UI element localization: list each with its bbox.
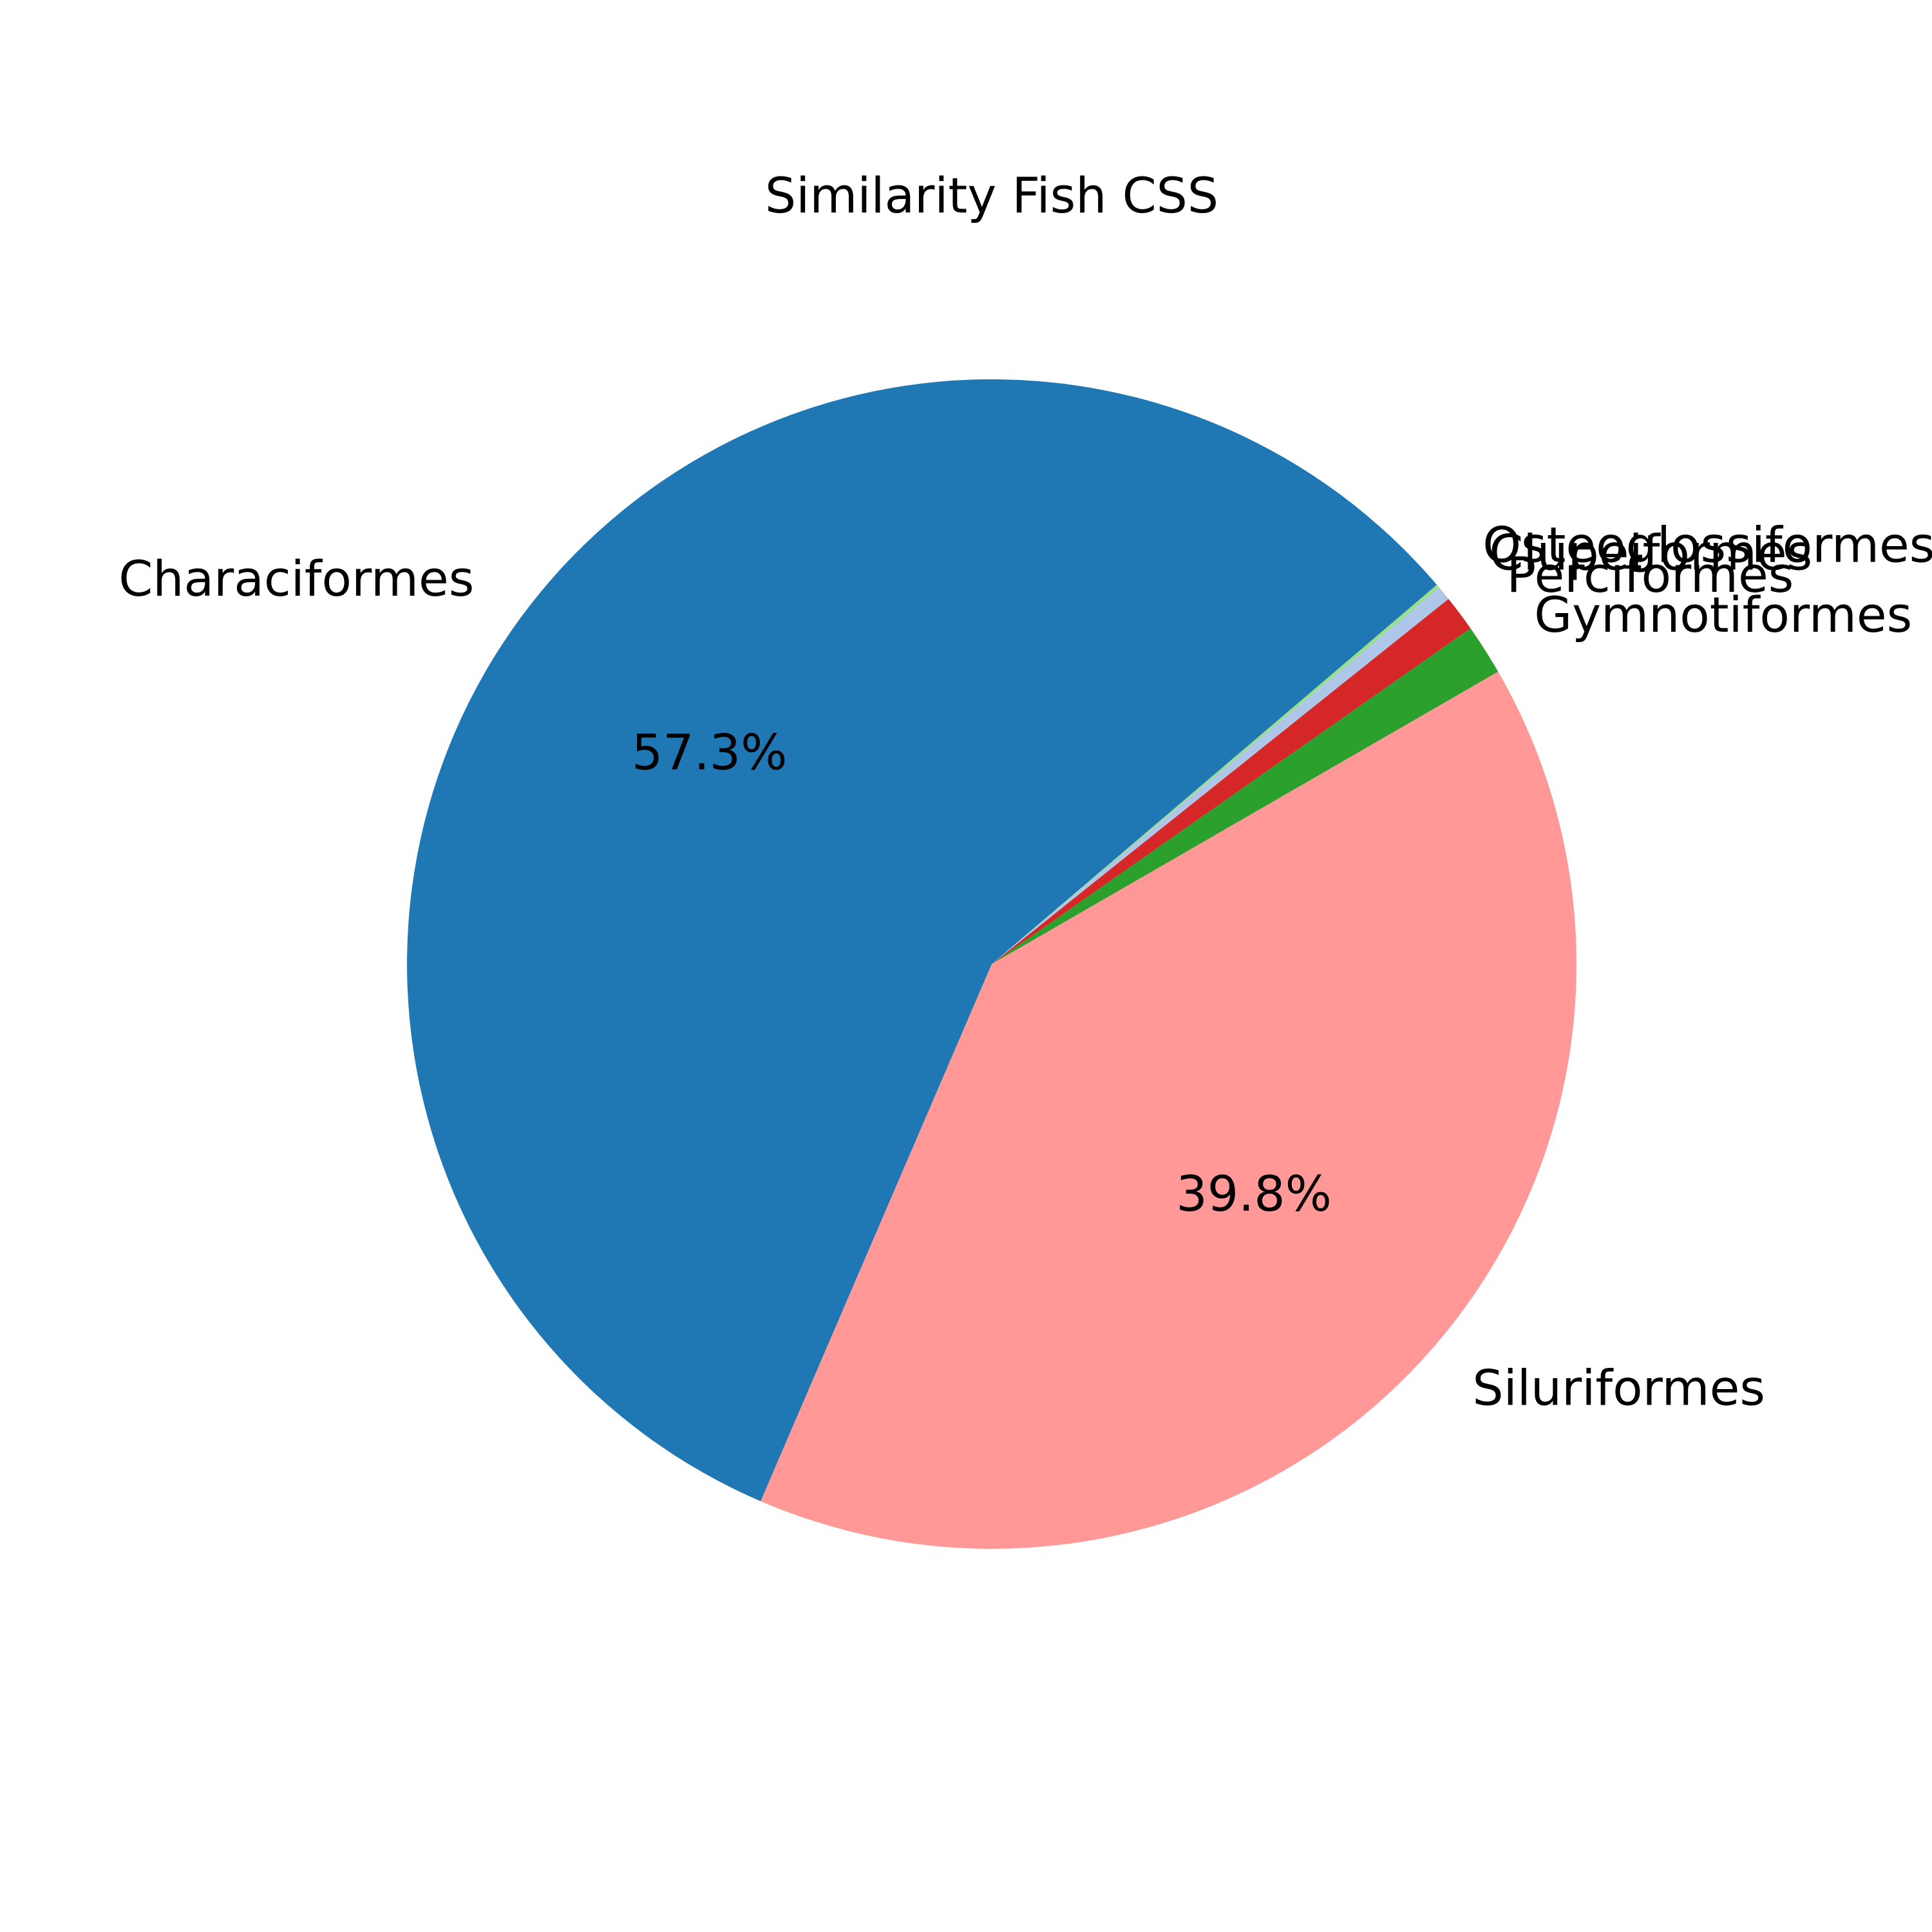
- pie-slices: [407, 379, 1577, 1549]
- pie-slice-gymnotiformes: [992, 628, 1499, 964]
- pie-slice-perciformes: [992, 599, 1471, 964]
- slice-label-perciformes: Perciformes: [1506, 546, 1794, 603]
- slice-percent-characiformes: 57.3%: [632, 724, 787, 781]
- pie-slice-siluriformes: [761, 672, 1577, 1549]
- slice-percent-siluriformes: 39.8%: [1176, 1165, 1331, 1222]
- pie-labels: GymnotiformesPerciformesClupeiformesOste…: [118, 516, 1932, 1416]
- slice-label-siluriformes: Siluriformes: [1472, 1359, 1765, 1417]
- pie-slice-characiformes: [407, 379, 1437, 1502]
- slice-label-gymnotiformes: Gymnotiformes: [1534, 586, 1912, 643]
- slice-label-osteoglossiformes: Osteoglossiformes: [1482, 516, 1932, 573]
- chart-title: Similarity Fish CSS: [765, 167, 1218, 224]
- slice-label-characiformes: Characiformes: [118, 550, 474, 607]
- pie-slice-osteoglossiformes: [992, 585, 1439, 964]
- slice-label-clupeiformes: Clupeiformes: [1489, 524, 1812, 582]
- pie-slice-clupeiformes: [992, 587, 1449, 964]
